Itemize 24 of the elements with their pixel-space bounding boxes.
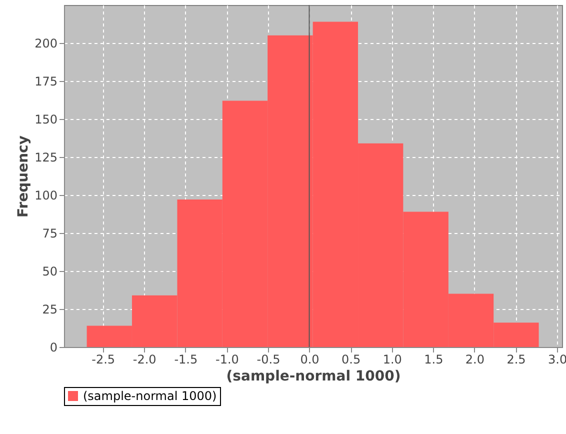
x-tick-label: -2.0 [132,352,156,366]
y-tick-label: 75 [42,226,58,240]
y-tick-label: 25 [42,302,58,316]
x-axis-title: (sample-normal 1000) [226,368,401,384]
x-tick-label: 0.5 [342,352,361,366]
y-tick-label: 100 [34,188,58,202]
x-tick-label: 1.5 [424,352,444,366]
x-tick-label: 3.0 [548,352,566,366]
y-axis-title: Frequency [16,136,32,218]
x-tick-label: 1.0 [382,352,402,366]
y-tick-label: 150 [34,112,58,126]
x-tick-label: 2.5 [506,352,526,366]
y-tick-label: 200 [34,36,58,50]
y-tick-label: 0 [50,340,58,354]
x-tick-label: -1.5 [174,352,198,366]
x-tick-label: -2.5 [92,352,116,366]
x-tick-label: 2.0 [465,352,485,366]
y-tick-label: 125 [34,150,58,164]
x-tick-label: -1.0 [215,352,239,366]
y-tick-label: 50 [42,264,58,278]
x-tick-label: -0.5 [256,352,280,366]
legend-label: (sample-normal 1000) [83,389,217,403]
y-tick-label: 175 [34,74,58,88]
x-tick-label: 0.0 [300,352,320,366]
